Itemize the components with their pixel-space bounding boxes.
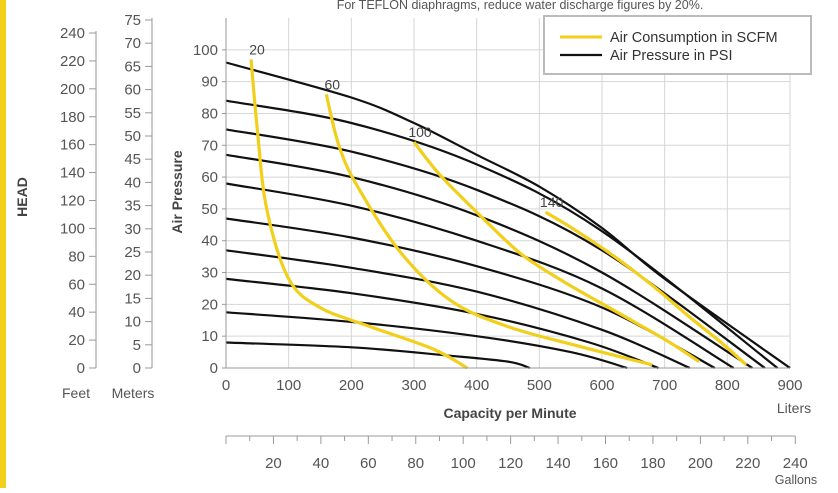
legend: Air Consumption in SCFM Air Pressure in … (543, 15, 812, 75)
liters-tick-label: 500 (527, 377, 552, 394)
air-pressure-curve (225, 182, 735, 369)
air-consumption-curves: 20 60 100 140 (249, 41, 748, 370)
y-tick-label: 100 (193, 42, 218, 59)
y-tick-label: 10 (201, 328, 218, 345)
liters-tick-label: 400 (464, 377, 489, 394)
meters-unit-label: Meters (112, 385, 155, 401)
meters-tick-label: 15 (124, 290, 141, 307)
y-tick-label: 90 (201, 74, 218, 91)
legend-box (543, 15, 812, 75)
y-tick-label: 50 (201, 201, 218, 218)
air-consumption-label: 100 (408, 124, 432, 140)
feet-tick-label: 0 (77, 360, 85, 377)
teflon-note: For TEFLON diaphragms, reduce water disc… (337, 0, 704, 12)
meters-axis: 0 5 10 15 20 25 30 35 40 45 50 55 60 65 70 75 (124, 12, 153, 377)
meters-tick-label: 35 (124, 198, 141, 215)
gallons-tick-label: 60 (360, 455, 377, 472)
head-axis-title: HEAD (14, 177, 30, 217)
meters-tick-label: 30 (124, 221, 141, 238)
feet-tick-label: 120 (60, 193, 85, 210)
air-pressure-curve (225, 341, 531, 370)
air-consumption-label: 140 (540, 194, 564, 210)
liters-tick-label: 300 (401, 377, 426, 394)
feet-tick-label: 100 (60, 220, 85, 237)
liters-unit-label: Liters (777, 400, 811, 416)
gallons-tick-label: 20 (265, 455, 282, 472)
gallons-tick-label: 240 (783, 455, 808, 472)
feet-tick-label: 80 (68, 248, 85, 265)
feet-tick-label: 60 (68, 276, 85, 293)
air-pressure-curve (225, 61, 791, 369)
air-consumption-curve-100 (412, 141, 700, 363)
gallons-axis: 20 40 60 80 100 120 140 160 180 200 220 240 (225, 435, 808, 472)
air-pressure-curve (225, 249, 691, 370)
gallons-tick-label: 40 (313, 455, 330, 472)
gallons-tick-label: 100 (451, 455, 476, 472)
y-tick-label: 40 (201, 233, 218, 250)
gallons-unit-label: Gallons (775, 473, 817, 487)
meters-tick-label: 25 (124, 244, 141, 261)
liters-tick-label: 200 (339, 377, 364, 394)
gallons-tick-label: 200 (688, 455, 713, 472)
meters-tick-label: 40 (124, 174, 141, 191)
air-consumption-label: 20 (249, 41, 265, 57)
liters-tick-label: 700 (652, 377, 677, 394)
air-consumption-curve-140 (544, 210, 748, 366)
air-pressure-curves (225, 61, 791, 370)
x-axis-title: Capacity per Minute (443, 405, 576, 421)
legend-air-consumption-label: Air Consumption in SCFM (610, 30, 778, 46)
meters-tick-label: 20 (124, 267, 141, 284)
liters-tick-label: 600 (589, 377, 614, 394)
feet-tick-label: 180 (60, 109, 85, 126)
head-axis: 0 20 40 60 80 100 120 140 160 180 200 220 240 (60, 25, 97, 377)
meters-tick-label: 5 (133, 337, 141, 354)
y-tick-label: 70 (201, 137, 218, 154)
air-consumption-curve-60 (324, 94, 653, 367)
accent-bar (0, 0, 6, 488)
meters-tick-label: 55 (124, 105, 141, 122)
gallons-tick-label: 140 (546, 455, 571, 472)
y-tick-label: 30 (201, 265, 218, 282)
feet-tick-label: 20 (68, 332, 85, 349)
feet-tick-label: 140 (60, 165, 85, 182)
liters-tick-label: 900 (777, 377, 802, 394)
liters-tick-label: 100 (276, 377, 301, 394)
meters-tick-label: 70 (124, 35, 141, 52)
gallons-tick-label: 180 (640, 455, 665, 472)
y-tick-label: 80 (201, 105, 218, 122)
y-axis-title: Air Pressure (169, 150, 185, 233)
y-tick-label: 20 (201, 296, 218, 313)
legend-air-pressure-label: Air Pressure in PSI (610, 48, 733, 64)
meters-tick-label: 65 (124, 58, 141, 75)
air-pressure-curve (225, 153, 753, 369)
meters-tick-label: 10 (124, 314, 141, 331)
gallons-tick-label: 120 (498, 455, 523, 472)
meters-tick-label: 50 (124, 128, 141, 145)
y-tick-label: 60 (201, 169, 218, 186)
main-axes: 0 10 20 30 40 50 60 70 80 90 100 0 100 200 300 400 500 60… (193, 18, 803, 394)
gallons-tick-label: 160 (593, 455, 618, 472)
meters-tick-label: 60 (124, 82, 141, 99)
air-consumption-curve-20 (249, 59, 469, 370)
gallons-tick-label: 220 (735, 455, 760, 472)
air-pressure-curve (225, 128, 766, 369)
feet-tick-label: 200 (60, 81, 85, 98)
air-consumption-label: 60 (324, 76, 340, 92)
feet-tick-label: 220 (60, 53, 85, 70)
feet-unit-label: Feet (62, 385, 90, 401)
gallons-tick-label: 80 (407, 455, 424, 472)
air-pressure-curve (225, 99, 779, 369)
air-pressure-curve (225, 311, 628, 370)
feet-tick-label: 240 (60, 25, 85, 42)
meters-tick-label: 75 (124, 12, 141, 29)
liters-tick-label: 800 (715, 377, 740, 394)
feet-tick-label: 40 (68, 304, 85, 321)
y-tick-label: 0 (210, 360, 218, 377)
meters-tick-label: 45 (124, 151, 141, 168)
meters-tick-label: 0 (133, 360, 141, 377)
liters-tick-label: 0 (222, 377, 230, 394)
feet-tick-label: 160 (60, 137, 85, 154)
